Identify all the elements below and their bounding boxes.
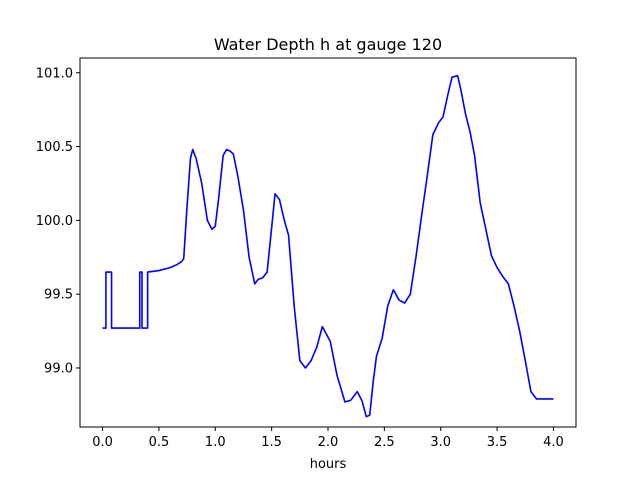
y-tick-label: 100.0 bbox=[36, 214, 73, 229]
series-line-0 bbox=[102, 74, 554, 418]
plot-content bbox=[102, 74, 554, 418]
x-tick-label: 2.0 bbox=[318, 435, 339, 450]
axes-frame bbox=[79, 57, 577, 428]
x-axis-label: hours bbox=[310, 457, 347, 472]
x-tick-label: 1.5 bbox=[261, 435, 282, 450]
x-tick-label: 0.0 bbox=[92, 435, 113, 450]
chart-title: Water Depth h at gauge 120 bbox=[214, 35, 442, 54]
x-tick-label: 3.5 bbox=[487, 435, 508, 450]
y-axis-ticks: 99.0 99.5 100.0 100.5 101.0 bbox=[36, 66, 80, 376]
y-tick-label: 101.0 bbox=[36, 66, 73, 81]
y-tick-label: 100.5 bbox=[36, 140, 73, 155]
x-tick-label: 3.0 bbox=[430, 435, 451, 450]
x-tick-label: 4.0 bbox=[543, 435, 564, 450]
y-tick-label: 99.5 bbox=[44, 288, 73, 303]
x-tick-label: 0.5 bbox=[149, 435, 170, 450]
x-tick-label: 2.5 bbox=[374, 435, 395, 450]
x-tick-label: 1.0 bbox=[205, 435, 226, 450]
y-tick-label: 99.0 bbox=[44, 361, 73, 376]
x-axis-ticks: 0.0 0.5 1.0 1.5 2.0 2.5 3.0 3.5 4.0 bbox=[92, 427, 564, 450]
